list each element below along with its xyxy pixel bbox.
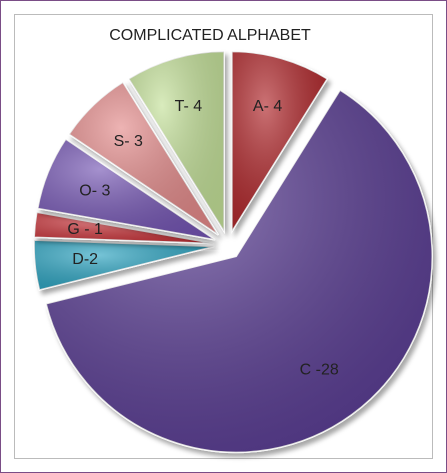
slice-label: S- 3 [114,133,143,150]
slice-shine [34,240,215,291]
slice-shine [34,212,215,244]
plot-area [14,14,433,459]
slice-shine [37,139,216,240]
slice-label: A- 4 [253,98,282,115]
chart-title: COMPLICATED ALPHABET [109,27,311,44]
slice-label: G - 1 [67,221,103,238]
slice-shine [46,90,433,453]
slice-label: O- 3 [79,182,110,199]
slice-label: D-2 [72,251,98,268]
slice-shine [128,51,225,232]
slice-label: C -28 [300,362,339,379]
slice-shine [69,82,219,235]
slice-label: T- 4 [175,98,203,115]
slice-shine [231,51,328,232]
